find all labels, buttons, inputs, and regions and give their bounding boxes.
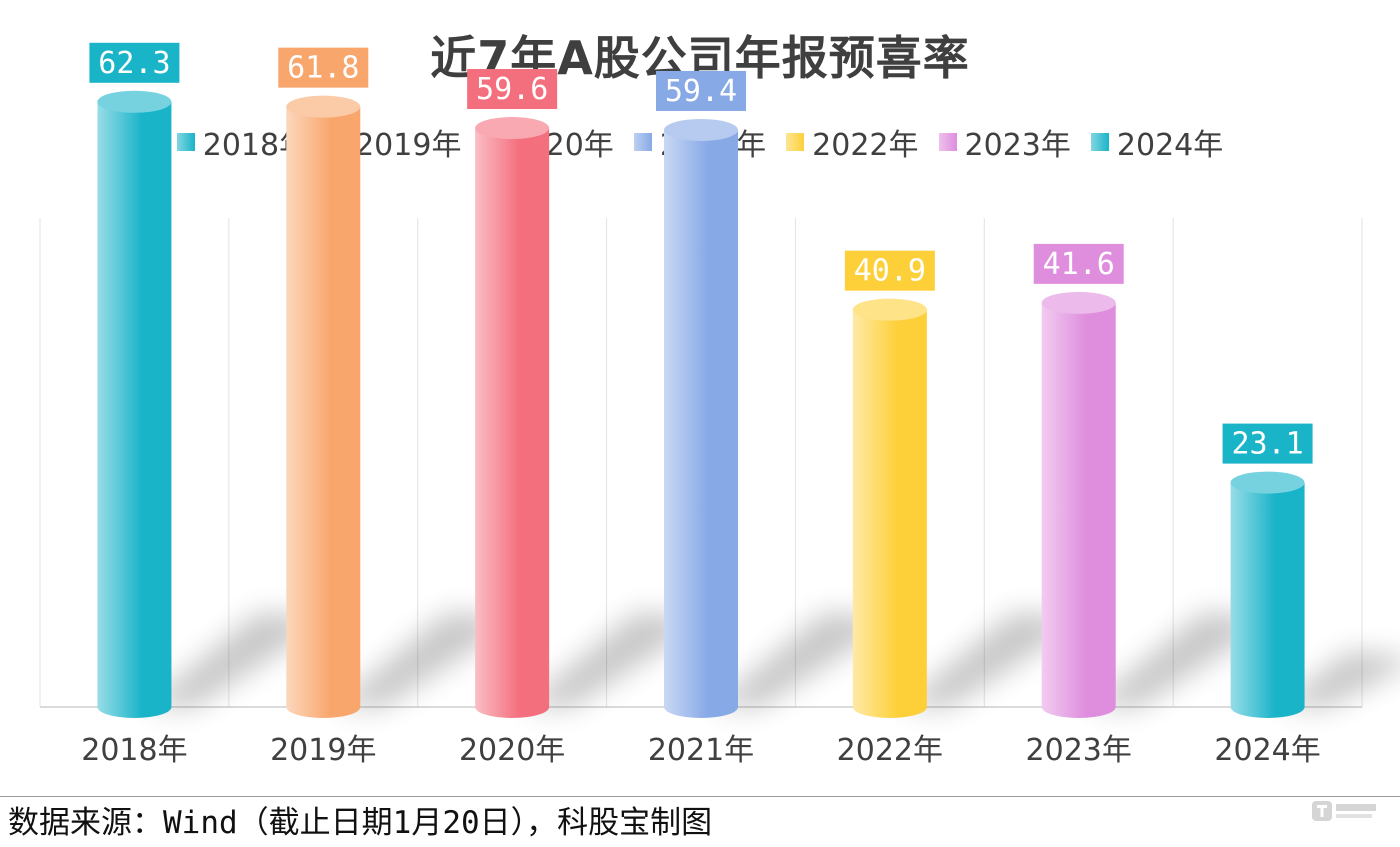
legend-item: 2023年 <box>938 120 1071 164</box>
x-tick-label: 2021年 <box>648 733 754 768</box>
bar <box>475 128 550 718</box>
data-label-box <box>278 47 369 88</box>
x-tick-label: 2018年 <box>81 733 187 768</box>
bar-cap <box>1041 291 1116 314</box>
bar <box>97 101 172 719</box>
x-tick-label: 2023年 <box>1026 733 1132 768</box>
tick-layer: 2018年 2019年 2020年 2021年 2022年 2023年 2024年 <box>81 733 1321 768</box>
legend-swatch <box>938 133 957 151</box>
legend-item: 2022年 <box>786 120 919 164</box>
source-note: 数据来源：Wind（截止日期1月20日），科股宝制图 <box>8 805 713 841</box>
bar <box>1041 302 1116 718</box>
data-label: 41.6 <box>1043 247 1115 282</box>
bar-cap <box>664 118 738 141</box>
bar <box>1230 482 1305 718</box>
label-layer: 62.3 61.8 59.6 59.4 40.9 41.6 23.1 <box>89 42 1313 464</box>
bar-cap <box>286 95 361 118</box>
data-label-box <box>89 42 180 83</box>
bar-cap <box>1230 471 1305 494</box>
data-label: 23.1 <box>1231 427 1303 462</box>
x-tick-label: 2020年 <box>459 733 565 768</box>
data-label-box <box>844 250 935 291</box>
bar <box>664 129 738 718</box>
bar-shadow <box>333 612 518 707</box>
legend-item: 2024年 <box>1090 120 1224 164</box>
legend-label: 2023年 <box>964 128 1071 163</box>
bar-cap <box>97 90 172 113</box>
bar-shadow <box>1088 612 1274 707</box>
grid-layer <box>39 218 1363 708</box>
data-label: 59.4 <box>665 74 737 109</box>
data-label: 61.8 <box>287 51 359 86</box>
x-tick-label: 2019年 <box>270 733 376 768</box>
data-label: 40.9 <box>854 254 926 289</box>
bar-cap <box>475 117 550 140</box>
bar-shadow <box>144 612 329 707</box>
bar-shadow <box>522 612 707 707</box>
legend-swatch <box>786 133 805 151</box>
legend-item: 2019年 <box>329 120 461 164</box>
footer-divider <box>0 796 1400 797</box>
x-tick-label: 2022年 <box>837 733 943 768</box>
legend-label: 2019年 <box>355 128 462 163</box>
data-label-box <box>1222 423 1313 464</box>
legend-swatch <box>1090 133 1109 151</box>
bar-shadow <box>711 612 896 707</box>
bar-chart: 62.3 61.859.6 59.440.9 41.623.1 2018年 2019年 2… <box>39 42 1400 768</box>
data-label-box <box>656 70 746 111</box>
data-label-box <box>467 69 558 110</box>
watermark-logo-icon <box>1312 801 1376 821</box>
legend-label: 2024年 <box>1116 128 1224 163</box>
x-tick-label: 2024年 <box>1214 733 1320 768</box>
bar <box>286 106 361 718</box>
data-label-box <box>1033 243 1124 284</box>
data-label: 59.6 <box>476 72 548 107</box>
legend-label: 2022年 <box>812 128 919 163</box>
bar-layer <box>97 90 1305 719</box>
bar-cap <box>852 298 927 321</box>
data-label: 62.3 <box>98 46 170 81</box>
bar <box>852 309 927 718</box>
bar-shadow <box>899 612 1085 707</box>
legend-swatch <box>633 133 652 151</box>
legend-swatch <box>176 133 195 151</box>
bar-shadow <box>1277 650 1400 707</box>
shadow-layer <box>144 612 1400 707</box>
